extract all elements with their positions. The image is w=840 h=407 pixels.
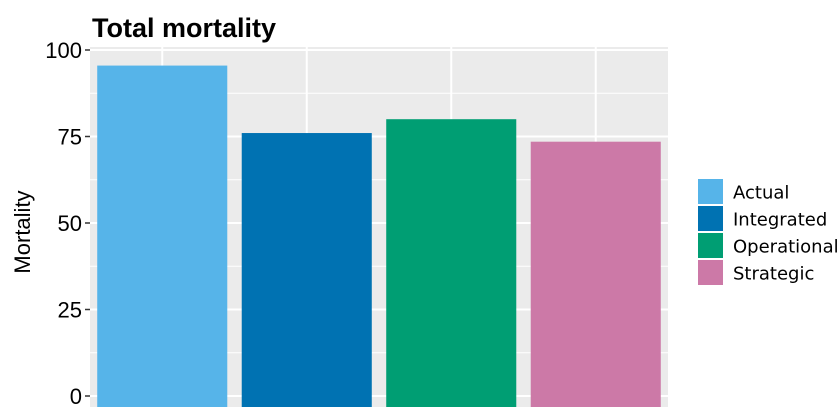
y-tick-label: 25 [58,298,82,323]
legend-swatch-strategic [698,260,723,285]
bar-actual [97,65,228,407]
bars [97,65,661,407]
chart-title: Total mortality [92,13,276,43]
bar-integrated [241,133,372,407]
y-axis-label: Mortality [10,190,35,273]
y-tick-label: 75 [58,125,82,150]
legend: Actual Integrated Operational Strategic [697,178,839,286]
legend-swatch-actual [698,179,723,204]
legend-label-integrated: Integrated [733,210,827,231]
bar-operational [386,119,517,407]
y-tick-label: 0 [70,384,82,407]
y-tick-label: 100 [45,38,82,63]
y-axis-ticks: 0 25 50 75 100 [45,38,90,407]
legend-label-actual: Actual [733,183,789,204]
legend-label-strategic: Strategic [733,264,814,285]
y-tick-label: 50 [58,211,82,236]
legend-swatch-integrated [698,206,723,231]
legend-swatch-operational [698,233,723,258]
bar-strategic [530,141,661,407]
legend-label-operational: Operational [733,237,839,258]
